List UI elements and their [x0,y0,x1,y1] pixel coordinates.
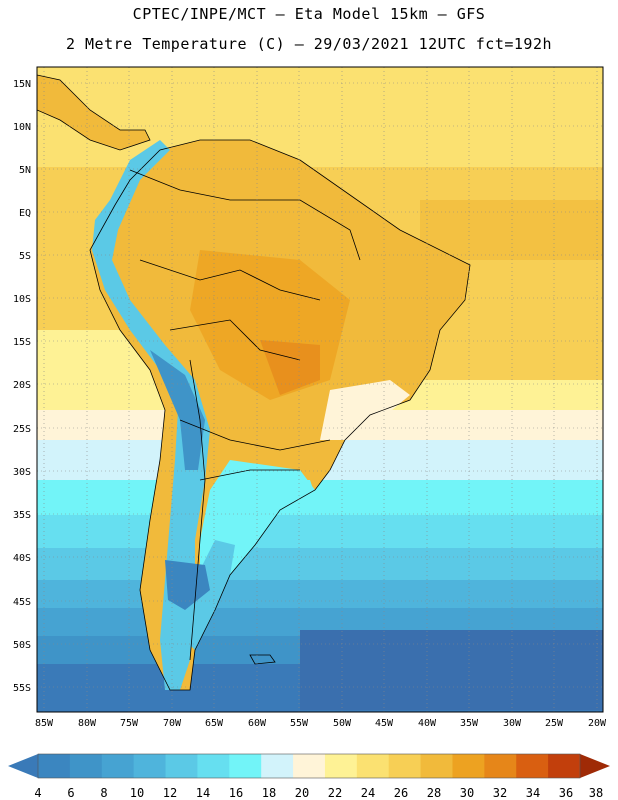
colorbar-label: 20 [295,786,309,800]
colorbar-label: 18 [262,786,276,800]
latitude-labels: 15N 10N 5N EQ 5S 10S 15S 20S 25S 30S 35S… [13,79,31,694]
colorbar: 4 6 8 10 12 14 16 18 20 22 24 26 28 30 3… [8,753,610,800]
lon-label: 55W [290,718,309,729]
lon-label: 70W [163,718,182,729]
colorbar-cell [133,754,167,778]
colorbar-cell [324,754,358,778]
lat-label: 45S [13,597,31,608]
colorbar-high-arrow [580,754,610,778]
colorbar-label: 12 [163,786,177,800]
colorbar-label: 26 [394,786,408,800]
colorbar-label: 6 [67,786,74,800]
lon-label: 50W [333,718,352,729]
lat-label: 5S [19,251,31,262]
map-frame [36,66,604,713]
lon-label: 60W [248,718,267,729]
colorbar-cell [452,754,485,778]
colorbar-cell [484,754,517,778]
lon-label: 80W [78,718,97,729]
lon-label: 85W [35,718,54,729]
lat-label: 15S [13,337,31,348]
lon-label: 40W [418,718,437,729]
colorbar-cell [356,754,390,778]
longitude-labels: 85W 80W 75W 70W 65W 60W 55W 50W 45W 40W … [35,718,607,729]
lat-label: 50S [13,640,31,651]
lat-label: 15N [13,79,31,90]
lat-label: 10N [13,122,31,133]
lat-label: 25S [13,424,31,435]
colorbar-cell [229,754,262,778]
map-title-line-2: 2 Metre Temperature (C) – 29/03/2021 12U… [65,35,553,53]
lat-label: 35S [13,510,31,521]
temperature-field [37,67,603,712]
lon-label: 30W [503,718,522,729]
colorbar-label: 36 [559,786,573,800]
lon-label: 65W [205,718,224,729]
colorbar-label: 28 [427,786,441,800]
colorbar-label: 24 [361,786,375,800]
colorbar-cell [548,754,581,778]
lon-label: 35W [460,718,479,729]
lat-label: EQ [19,208,31,219]
colorbar-label: 22 [328,786,342,800]
lon-label: 20W [588,718,607,729]
colorbar-label: 30 [460,786,474,800]
colorbar-cell [197,754,230,778]
lat-label: 40S [13,553,31,564]
lon-label: 75W [120,718,139,729]
lat-label: 30S [13,467,31,478]
colorbar-cell [101,754,135,778]
lon-label: 25W [545,718,564,729]
lat-label: 55S [13,683,31,694]
colorbar-cell [165,754,198,778]
colorbar-label: 4 [34,786,41,800]
colorbar-label: 34 [526,786,540,800]
lon-label: 45W [375,718,394,729]
colorbar-label: 16 [229,786,243,800]
colorbar-cell [261,754,294,778]
lat-label: 10S [13,294,31,305]
map-title-line-1: CPTEC/INPE/MCT – Eta Model 15km – GFS [132,5,486,23]
colorbar-cell [388,754,422,778]
lat-label: 5N [19,165,31,176]
colorbar-cell [420,754,453,778]
colorbar-cell [38,754,71,778]
colorbar-cell [293,754,326,778]
colorbar-cell [516,754,549,778]
colorbar-label: 38 [589,786,603,800]
colorbar-cell [69,754,103,778]
colorbar-label: 10 [130,786,144,800]
coastlines [37,74,471,691]
colorbar-label: 32 [493,786,507,800]
lat-label: 20S [13,380,31,391]
colorbar-low-arrow [8,754,38,778]
colorbar-label: 14 [196,786,210,800]
colorbar-label: 8 [100,786,107,800]
